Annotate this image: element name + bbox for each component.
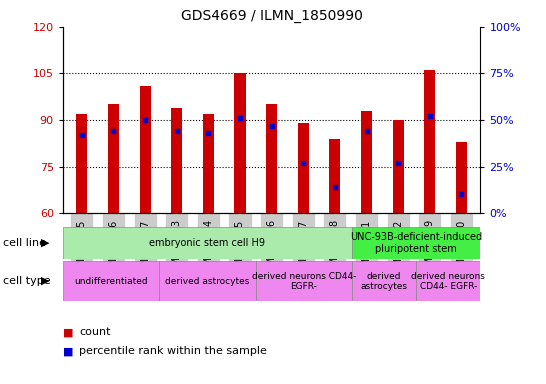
- Text: undifferentiated: undifferentiated: [74, 277, 148, 286]
- Bar: [266, 104, 277, 213]
- Title: GDS4669 / ILMN_1850990: GDS4669 / ILMN_1850990: [181, 9, 363, 23]
- Bar: [456, 142, 467, 213]
- Text: cell type: cell type: [3, 276, 50, 286]
- Text: ▶: ▶: [40, 276, 49, 286]
- Text: derived neurons CD44-
EGFR-: derived neurons CD44- EGFR-: [252, 271, 356, 291]
- Point: [109, 128, 118, 134]
- Text: ■: ■: [63, 327, 73, 337]
- Text: cell line: cell line: [3, 238, 46, 248]
- Bar: [329, 139, 341, 213]
- Bar: [63, 261, 159, 301]
- Point: [425, 113, 434, 119]
- Text: count: count: [79, 327, 111, 337]
- Bar: [171, 108, 182, 213]
- Bar: [234, 73, 246, 213]
- Bar: [76, 114, 87, 213]
- Point: [173, 128, 181, 134]
- Bar: [159, 261, 256, 301]
- Text: UNC-93B-deficient-induced
pluripotent stem: UNC-93B-deficient-induced pluripotent st…: [350, 232, 482, 254]
- Bar: [298, 123, 309, 213]
- Bar: [256, 261, 352, 301]
- Point: [268, 122, 276, 129]
- Point: [330, 184, 339, 190]
- Bar: [140, 86, 151, 213]
- Point: [362, 128, 371, 134]
- Bar: [63, 227, 352, 259]
- Text: ■: ■: [63, 346, 73, 356]
- Bar: [424, 70, 435, 213]
- Point: [204, 130, 213, 136]
- Bar: [361, 111, 372, 213]
- Point: [141, 117, 150, 123]
- Point: [236, 115, 245, 121]
- Bar: [203, 114, 214, 213]
- Point: [78, 132, 86, 138]
- Text: derived neurons
CD44- EGFR-: derived neurons CD44- EGFR-: [412, 271, 485, 291]
- Text: percentile rank within the sample: percentile rank within the sample: [79, 346, 267, 356]
- Point: [457, 192, 466, 198]
- Bar: [352, 261, 416, 301]
- Point: [299, 160, 307, 166]
- Text: ▶: ▶: [40, 238, 49, 248]
- Bar: [393, 120, 403, 213]
- Bar: [352, 227, 480, 259]
- Text: embryonic stem cell H9: embryonic stem cell H9: [150, 238, 265, 248]
- Point: [394, 160, 402, 166]
- Bar: [416, 261, 480, 301]
- Bar: [108, 104, 119, 213]
- Text: derived
astrocytes: derived astrocytes: [360, 271, 408, 291]
- Text: derived astrocytes: derived astrocytes: [165, 277, 250, 286]
